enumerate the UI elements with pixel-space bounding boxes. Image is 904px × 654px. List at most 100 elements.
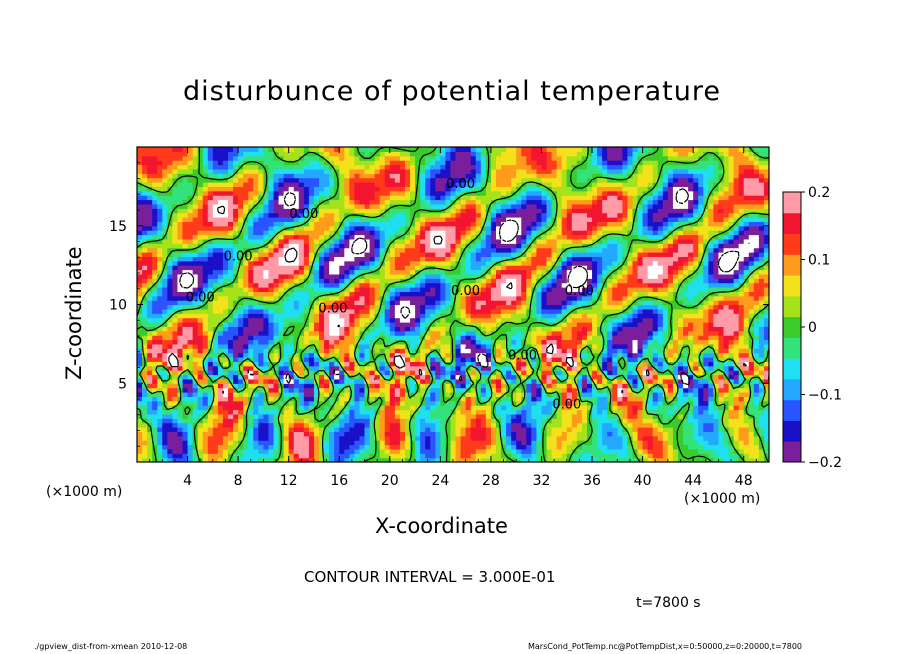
field-cell [642, 383, 649, 389]
field-cell [546, 440, 553, 446]
field-cell [571, 457, 578, 462]
field-cell [713, 330, 720, 336]
field-cell [187, 361, 194, 367]
field-cell [683, 422, 689, 428]
field-cell [404, 435, 411, 441]
field-cell [233, 444, 239, 450]
field-cell [197, 444, 204, 450]
field-cell [657, 396, 664, 402]
field-cell [187, 326, 194, 332]
field-cell [303, 295, 310, 301]
field-cell [460, 308, 467, 314]
field-cell [303, 348, 310, 354]
field-cell [222, 387, 229, 393]
field-cell [334, 418, 340, 424]
field-cell [157, 339, 163, 345]
field-cell [313, 448, 320, 454]
field-cell [137, 365, 143, 371]
field-cell [268, 317, 275, 323]
field-cell [293, 427, 300, 432]
field-cell [222, 335, 229, 341]
field-cell [364, 339, 371, 345]
field-cell [738, 330, 745, 336]
field-cell [187, 405, 194, 411]
field-cell [359, 326, 366, 332]
field-cell [516, 448, 522, 454]
field-cell [152, 374, 158, 380]
field-cell [172, 383, 179, 389]
field-cell [480, 330, 487, 336]
field-cell [268, 357, 275, 362]
field-cell [576, 427, 583, 432]
field-cell [410, 330, 416, 336]
field-cell [228, 374, 234, 380]
field-cell [571, 396, 578, 402]
field-cell [415, 343, 421, 349]
field-cell [430, 413, 436, 419]
field-cell [683, 409, 689, 415]
field-cell [344, 357, 350, 362]
field-cell [485, 291, 492, 297]
field-cell [541, 383, 548, 389]
field-cell [662, 330, 669, 336]
field-cell [632, 457, 639, 462]
field-cell [268, 304, 275, 310]
field-cell [657, 343, 664, 349]
field-cell [263, 370, 270, 376]
field-cell [319, 383, 325, 389]
field-cell [521, 405, 527, 411]
field-cell [551, 418, 558, 424]
field-cell [142, 304, 148, 310]
field-cell [238, 335, 244, 341]
field-cell [238, 422, 244, 428]
field-cell [212, 370, 219, 376]
field-cell [197, 370, 204, 376]
field-cell [718, 291, 725, 297]
field-cell [303, 444, 310, 450]
field-cell [258, 326, 264, 332]
field-cell [313, 444, 320, 450]
field-cell [258, 392, 264, 397]
field-cell [394, 308, 401, 314]
field-cell [334, 287, 340, 292]
field-cell [753, 378, 760, 384]
field-cell [531, 295, 538, 301]
field-cell [662, 322, 669, 327]
field-cell [293, 422, 300, 428]
field-cell [384, 444, 391, 450]
field-cell [359, 378, 366, 384]
field-cell [728, 317, 735, 323]
field-cell [359, 365, 366, 371]
field-cell [389, 392, 396, 397]
field-cell [556, 295, 563, 301]
field-cell [738, 348, 745, 354]
field-cell [298, 440, 305, 446]
field-cell [228, 295, 234, 301]
field-cell [374, 339, 381, 345]
field-cell [288, 435, 295, 441]
field-cell [662, 339, 669, 345]
field-cell [147, 396, 153, 402]
field-cell [207, 335, 214, 341]
field-cell [142, 431, 148, 437]
field-cell [597, 405, 603, 411]
field-cell [202, 453, 209, 459]
field-cell [511, 413, 517, 419]
field-cell [243, 313, 249, 319]
field-cell [303, 313, 310, 319]
field-cell [480, 396, 487, 402]
field-cell [607, 378, 613, 384]
field-cell [485, 304, 492, 310]
field-cell [217, 387, 224, 393]
field-cell [576, 326, 583, 332]
field-cell [576, 413, 583, 419]
field-cell [612, 304, 618, 310]
field-cell [506, 405, 512, 411]
field-cell [212, 427, 219, 432]
field-cell [283, 378, 290, 384]
field-cell [263, 431, 270, 437]
field-cell [723, 361, 730, 367]
field-cell [319, 330, 325, 336]
field-cell [389, 427, 396, 432]
field-cell [536, 387, 543, 393]
